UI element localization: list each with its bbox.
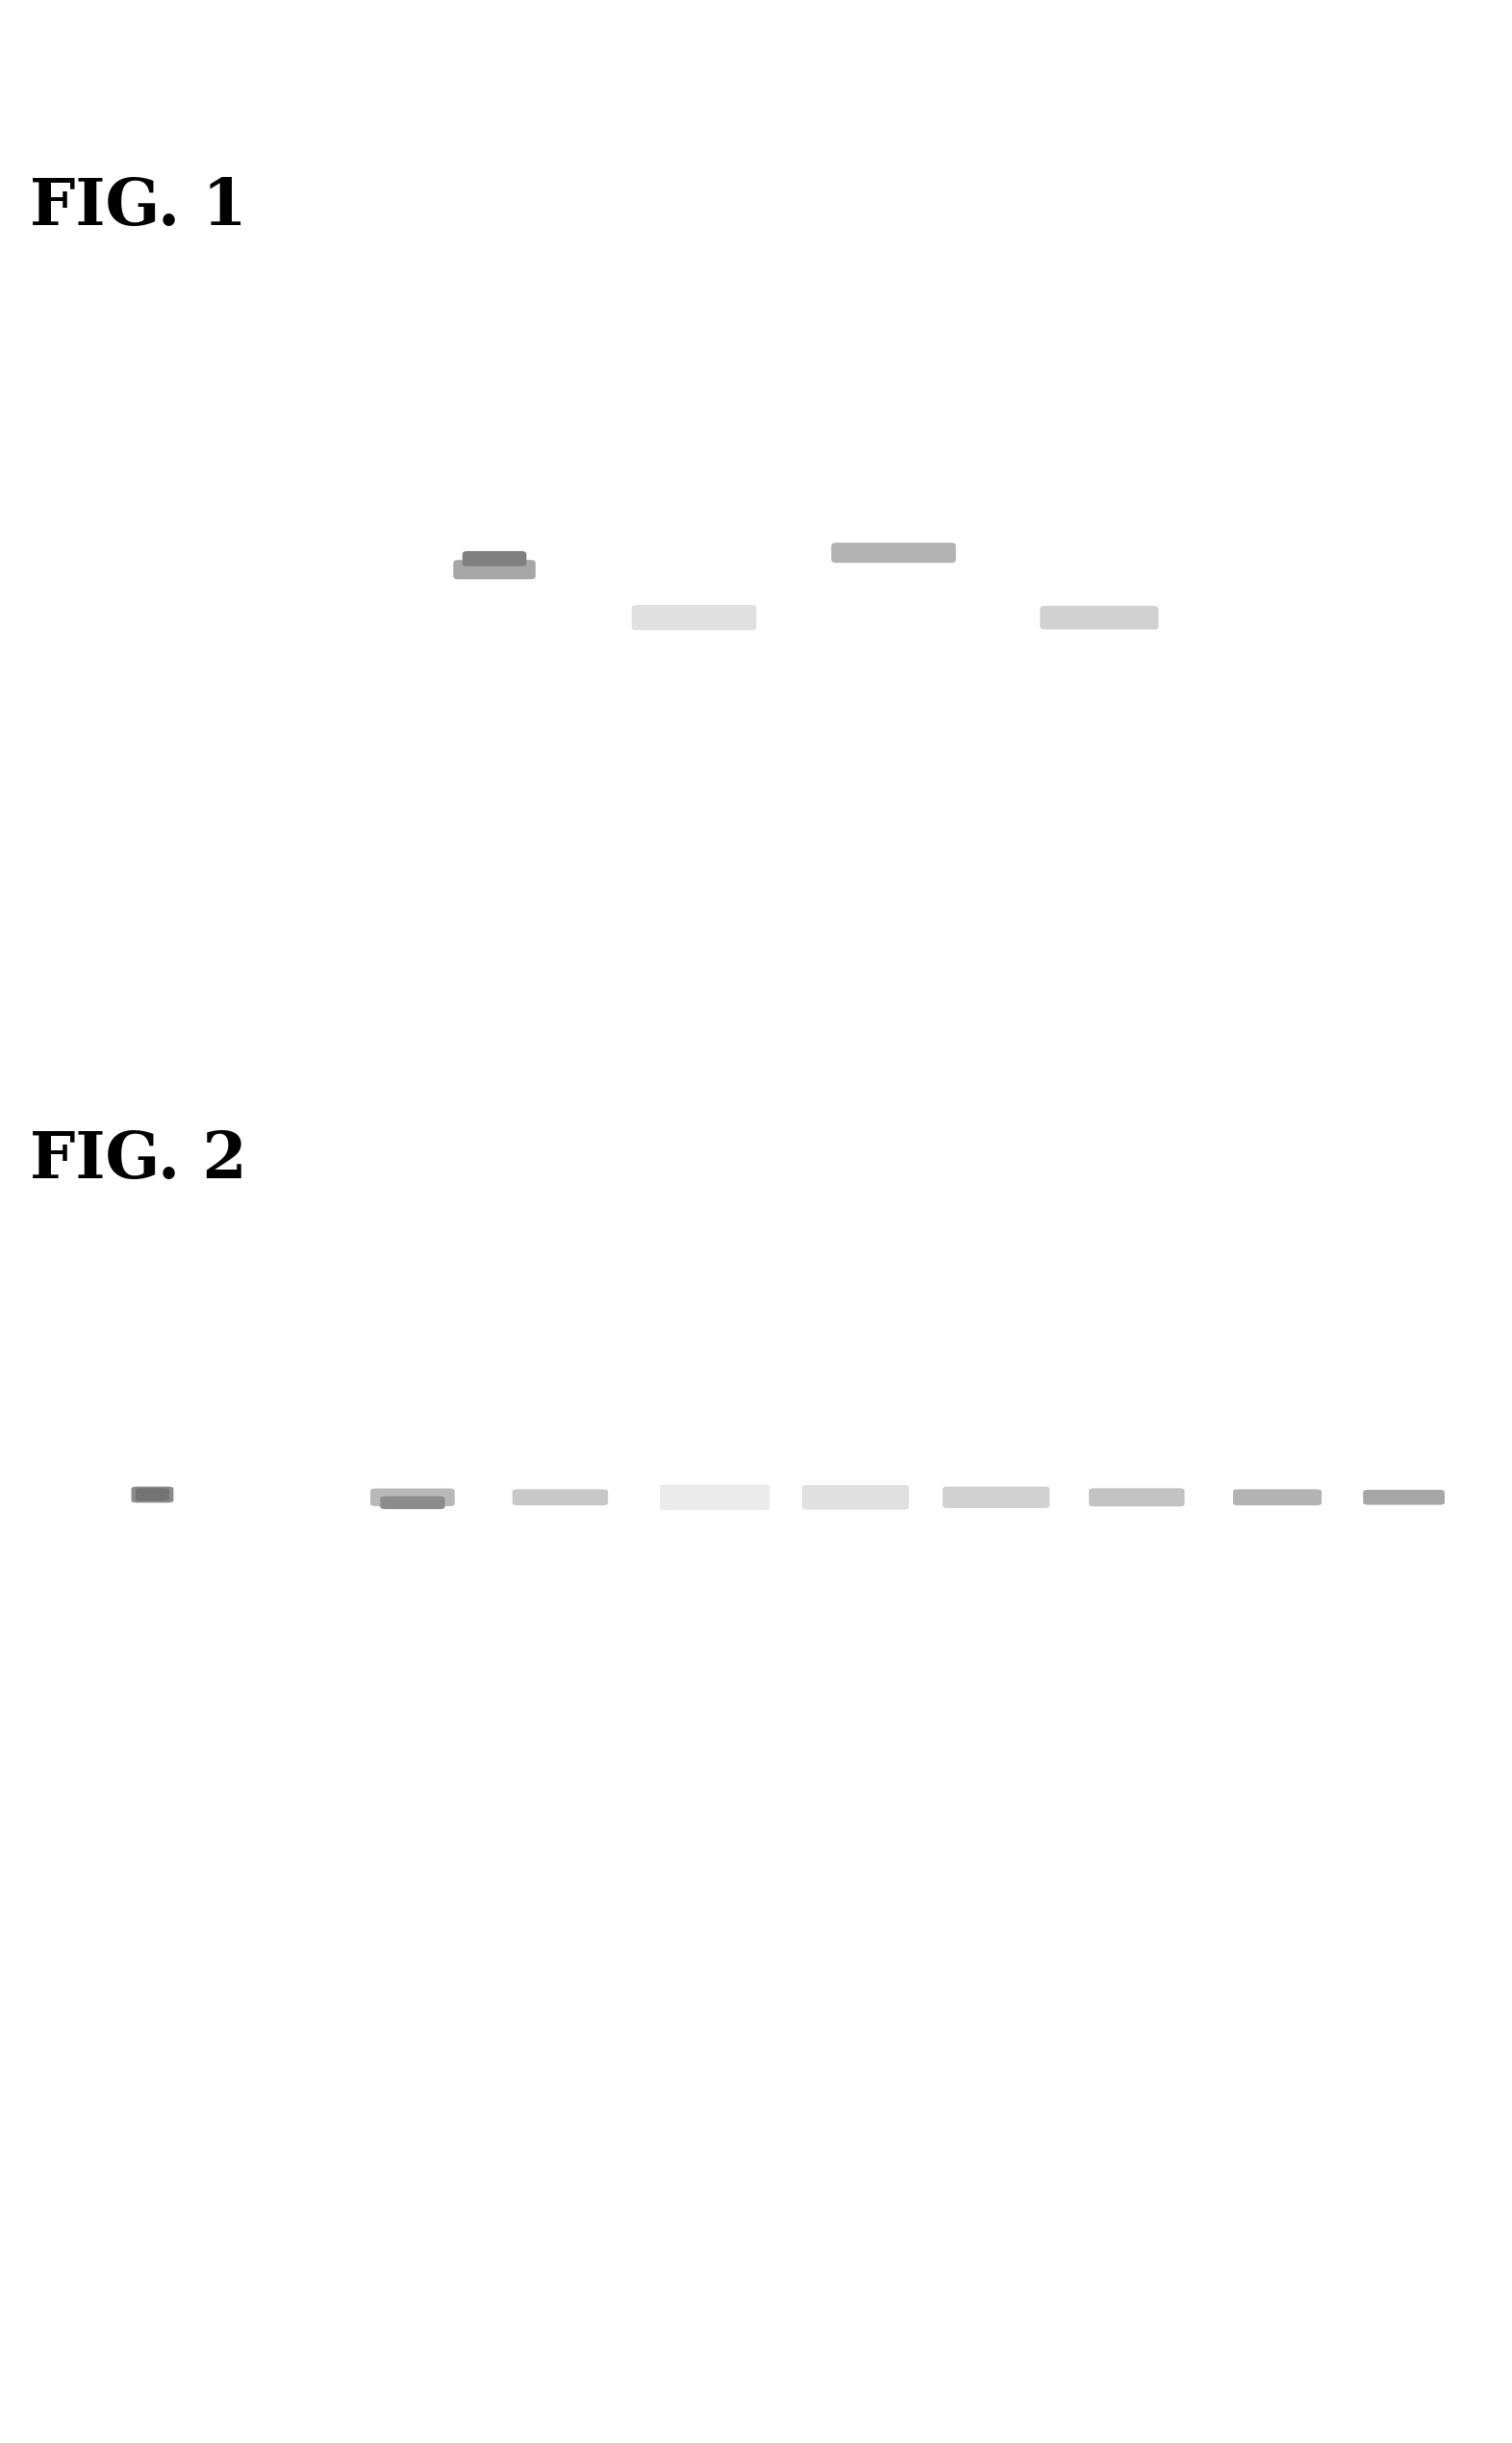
FancyBboxPatch shape bbox=[417, 601, 572, 633]
FancyBboxPatch shape bbox=[942, 1485, 1049, 1507]
FancyBboxPatch shape bbox=[454, 559, 535, 579]
FancyBboxPatch shape bbox=[370, 1488, 455, 1507]
FancyBboxPatch shape bbox=[463, 552, 526, 567]
FancyBboxPatch shape bbox=[1040, 606, 1158, 630]
FancyBboxPatch shape bbox=[1234, 1490, 1321, 1505]
FancyBboxPatch shape bbox=[318, 704, 357, 716]
FancyBboxPatch shape bbox=[380, 1495, 445, 1510]
FancyBboxPatch shape bbox=[1256, 601, 1346, 660]
FancyBboxPatch shape bbox=[319, 728, 355, 740]
Text: FIG. 1: FIG. 1 bbox=[30, 176, 248, 239]
FancyBboxPatch shape bbox=[1256, 552, 1346, 586]
FancyBboxPatch shape bbox=[322, 838, 352, 853]
FancyBboxPatch shape bbox=[513, 1490, 608, 1505]
FancyBboxPatch shape bbox=[661, 1485, 770, 1510]
FancyBboxPatch shape bbox=[1364, 1490, 1444, 1505]
FancyBboxPatch shape bbox=[832, 542, 956, 562]
FancyBboxPatch shape bbox=[310, 520, 364, 537]
FancyBboxPatch shape bbox=[316, 645, 358, 657]
FancyBboxPatch shape bbox=[313, 599, 361, 613]
FancyBboxPatch shape bbox=[136, 1488, 169, 1500]
FancyBboxPatch shape bbox=[313, 562, 361, 577]
FancyBboxPatch shape bbox=[313, 581, 361, 596]
FancyBboxPatch shape bbox=[632, 606, 756, 630]
FancyBboxPatch shape bbox=[313, 542, 361, 557]
FancyBboxPatch shape bbox=[316, 623, 358, 638]
FancyBboxPatch shape bbox=[192, 1483, 308, 1512]
FancyBboxPatch shape bbox=[132, 1485, 174, 1502]
FancyBboxPatch shape bbox=[1256, 508, 1346, 540]
Text: FIG. 2: FIG. 2 bbox=[30, 1129, 248, 1192]
FancyBboxPatch shape bbox=[823, 591, 965, 621]
FancyBboxPatch shape bbox=[1089, 1488, 1184, 1507]
FancyBboxPatch shape bbox=[801, 1485, 909, 1510]
